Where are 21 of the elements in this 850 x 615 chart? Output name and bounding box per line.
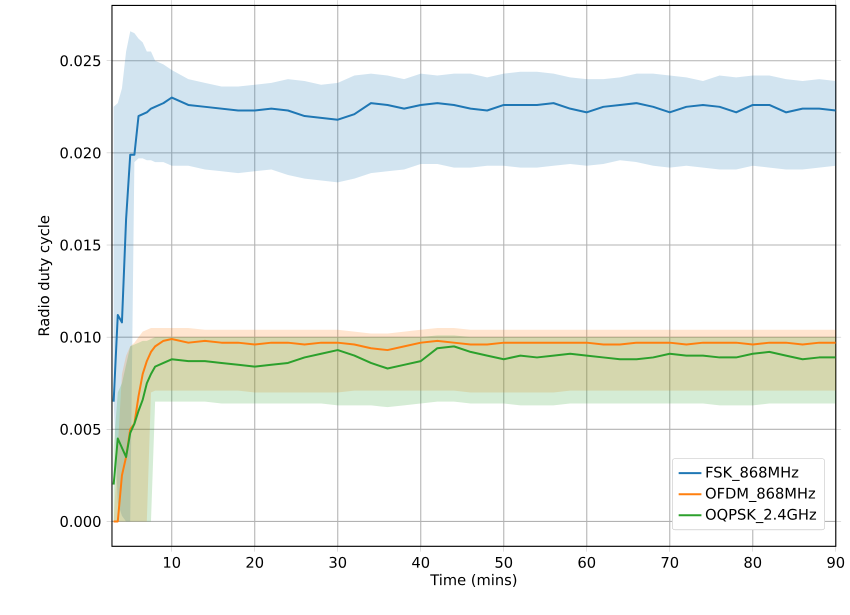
y-tick-label: 0.000 [60,516,100,527]
y-tick-label: 0.015 [60,239,100,250]
line-series [112,345,836,486]
x-axis-title: Time (mins) [430,574,516,587]
y-axis-title: Radio duty cycle [38,216,52,336]
x-tick-label: 30 [330,556,346,568]
legend-label: FSK_868MHz [706,466,798,481]
x-tick-label: 80 [744,556,762,568]
legend-label: OQPSK_2.4GHz [706,508,816,523]
y-tick-label: 0.020 [60,147,100,158]
x-tick-label: 40 [412,556,430,568]
legend-label: OFDM_868MHz [706,488,816,502]
x-tick-label: 50 [496,556,512,568]
x-tick-label: 20 [246,556,264,568]
y-tick-label: 0.025 [60,55,100,66]
y-tick-label: 0.005 [60,424,100,435]
x-tick-label: 70 [662,556,678,568]
x-tick-label: 10 [164,556,180,568]
x-tick-label: 60 [578,556,596,568]
x-tick-label: 90 [827,556,844,568]
y-tick-label: 0.010 [60,331,100,343]
